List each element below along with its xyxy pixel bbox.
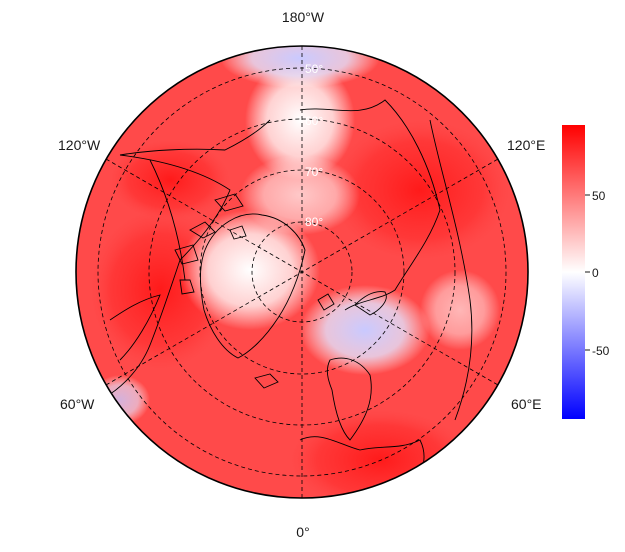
svalbard xyxy=(317,293,335,311)
lon-label-60e: 60°E xyxy=(511,396,542,412)
north-america-coast xyxy=(99,154,231,401)
map-boundary xyxy=(75,45,529,499)
siberia-coast xyxy=(299,99,441,311)
lat-label-70: 70° xyxy=(305,165,323,179)
lon-label-120w: 120°W xyxy=(58,137,101,153)
lat-label-80: 80° xyxy=(305,215,323,229)
scandinavia-coast xyxy=(326,357,372,441)
lon-label-120e: 120°E xyxy=(507,137,545,153)
greenland-coast xyxy=(199,213,306,359)
canada-islands xyxy=(174,193,247,295)
lon-label-180w: 180°W xyxy=(282,9,325,25)
colorbar-gradient xyxy=(562,125,585,419)
colorbar: 50 0 -50 xyxy=(562,125,610,419)
colorbar-tick-neg50: -50 xyxy=(592,344,610,358)
alaska-coast xyxy=(119,119,271,156)
colorbar-tick-50: 50 xyxy=(592,189,606,203)
colorbar-tick-0: 0 xyxy=(592,266,599,280)
lat-label-60: 60° xyxy=(305,114,323,128)
lon-label-60w: 60°W xyxy=(60,396,95,412)
coastlines xyxy=(99,99,473,496)
anomaly-field xyxy=(76,46,528,498)
lat-label-50: 50° xyxy=(305,62,323,76)
iceland xyxy=(254,373,279,389)
lon-label-0: 0° xyxy=(296,524,309,540)
novaya-zemlya xyxy=(354,291,387,316)
graticule xyxy=(97,46,507,498)
